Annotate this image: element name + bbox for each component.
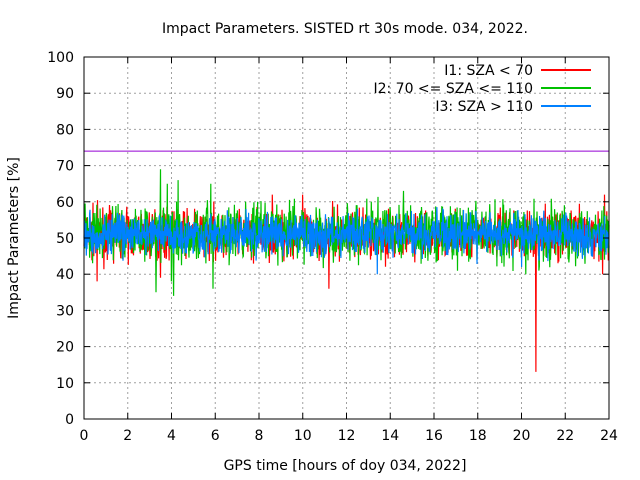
y-tick-label: 50 — [56, 231, 74, 247]
y-tick-label: 30 — [56, 303, 74, 319]
x-tick-label: 10 — [294, 428, 312, 444]
x-tick-label: 18 — [469, 428, 487, 444]
series-line-3 — [83, 207, 610, 275]
chart-title: Impact Parameters. SISTED rt 30s mode. 0… — [162, 21, 528, 37]
x-tick-label: 2 — [123, 428, 132, 444]
y-tick-label: 60 — [56, 195, 74, 211]
y-tick-label: 10 — [56, 376, 74, 392]
x-tick-label: 6 — [211, 428, 220, 444]
x-tick-label: 24 — [600, 428, 618, 444]
axis-ticks: 0 2 4 6 8 10 12 14 16 18 20 22 240102030405060708090… — [47, 50, 618, 444]
legend-label-1: I1: SZA < 70 — [444, 63, 533, 79]
legend-label-3: I3: SZA > 110 — [435, 99, 533, 115]
x-tick-label: 12 — [338, 428, 356, 444]
legend-label-2: I2: 70 <= SZA <= 110 — [373, 81, 533, 97]
x-tick-label: 8 — [255, 428, 264, 444]
y-tick-label: 80 — [56, 122, 74, 138]
y-tick-label: 20 — [56, 340, 74, 356]
x-tick-label: 22 — [556, 428, 574, 444]
x-tick-label: 20 — [513, 428, 531, 444]
x-tick-label: 0 — [80, 428, 89, 444]
series-layer — [83, 169, 610, 372]
x-tick-label: 14 — [381, 428, 399, 444]
y-tick-label: 90 — [56, 86, 74, 102]
y-tick-label: 40 — [56, 267, 74, 283]
legend: I1: SZA < 70 I2: 70 <= SZA <= 110 I3: SZA … — [373, 63, 591, 115]
y-tick-label: 100 — [47, 50, 74, 66]
y-tick-label: 70 — [56, 159, 74, 175]
y-axis-label: Impact Parameters [%] — [6, 157, 22, 319]
x-tick-label: 16 — [425, 428, 443, 444]
y-tick-label: 0 — [65, 412, 74, 428]
x-tick-label: 4 — [167, 428, 176, 444]
x-axis-label: GPS time [hours of doy 034, 2022] — [224, 458, 467, 474]
